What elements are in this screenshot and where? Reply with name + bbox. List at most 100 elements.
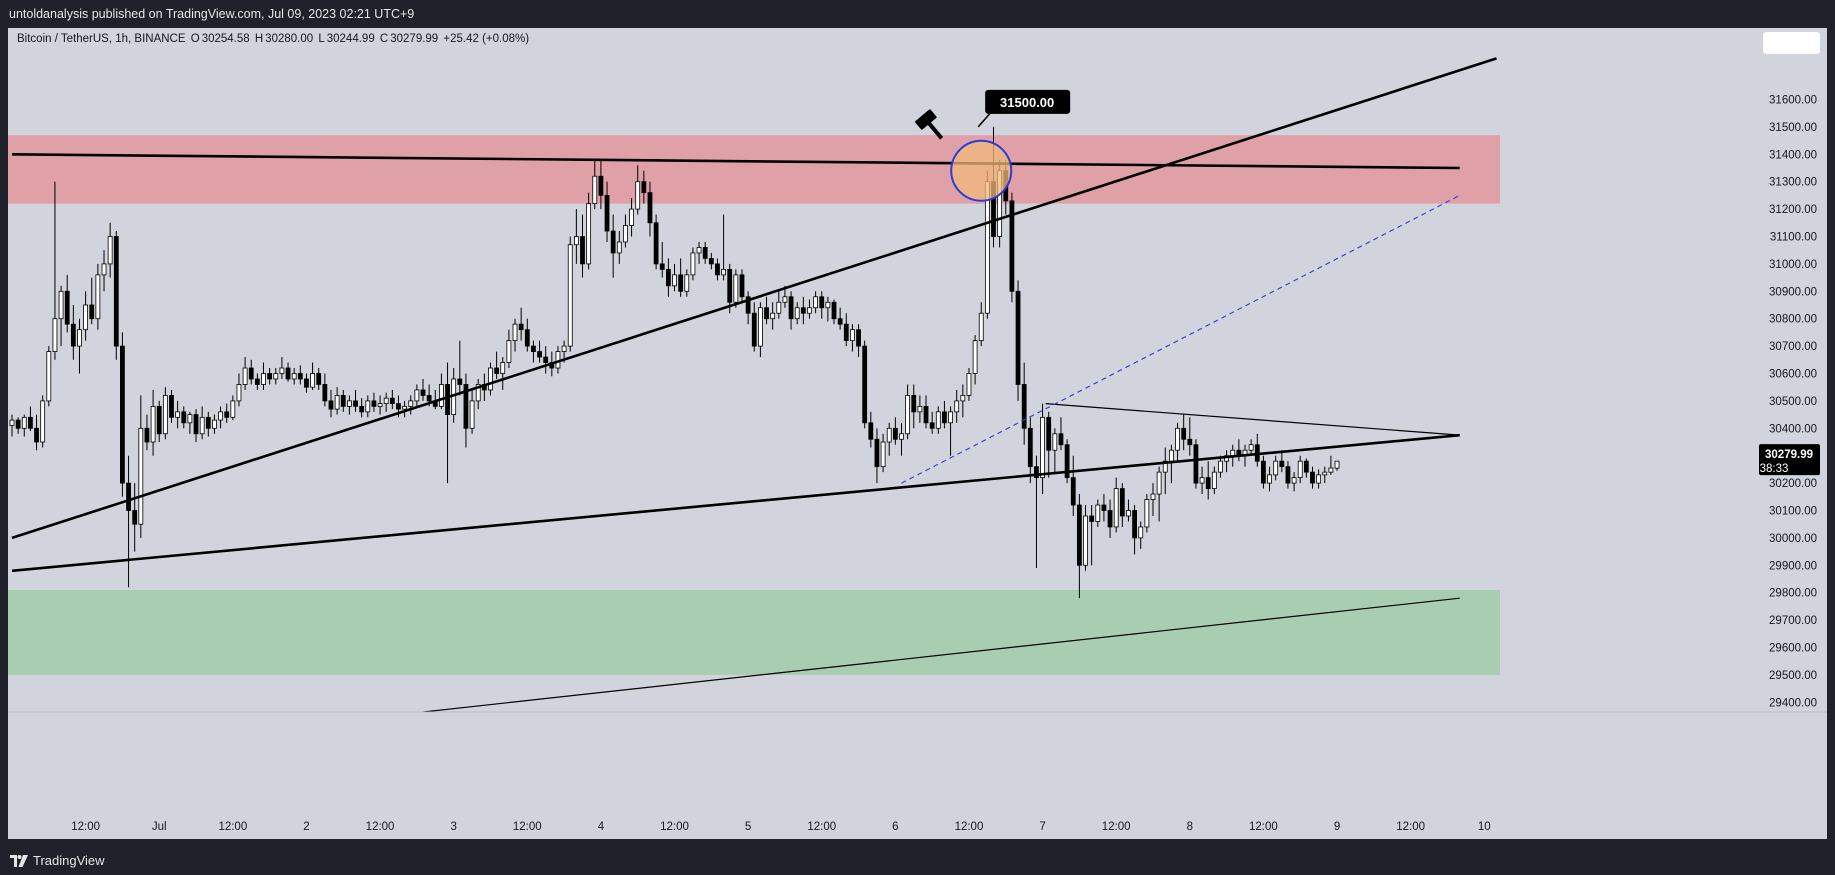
candle-up: [475, 384, 481, 402]
candle-down: [641, 181, 647, 194]
candle: [1181, 414, 1187, 451]
candle-down: [64, 290, 70, 325]
candle: [500, 357, 506, 390]
candle-down: [248, 367, 254, 380]
x-tick-label: 12:00: [660, 821, 689, 833]
candle: [150, 389, 156, 456]
candle-up: [107, 236, 113, 265]
candle-down: [340, 395, 346, 407]
candle: [715, 258, 720, 281]
candle: [156, 400, 162, 442]
y-tick-label: 30100.00: [1769, 506, 1817, 518]
candle: [512, 318, 518, 352]
candle: [34, 414, 39, 451]
candle: [1273, 455, 1279, 481]
candle-up: [807, 307, 812, 314]
callout-box: [985, 89, 1071, 114]
candle-up: [733, 274, 739, 303]
candle: [414, 384, 420, 407]
candle: [899, 422, 904, 456]
candle: [1089, 505, 1095, 566]
candle-up: [58, 290, 64, 320]
legend-open-label: O: [190, 33, 200, 45]
trendline-dashed: [901, 194, 1460, 484]
candle: [261, 362, 266, 390]
candle-up: [880, 441, 886, 468]
y-tick-label: 30600.00: [1769, 369, 1817, 381]
candle: [1175, 422, 1180, 462]
candle-up: [187, 414, 193, 424]
candle-down: [445, 384, 450, 415]
x-tick-label: 12:00: [1396, 821, 1425, 833]
candle-up: [1211, 471, 1217, 489]
candle-up: [46, 351, 52, 402]
candle: [960, 384, 966, 418]
candle: [911, 384, 917, 429]
candle-down: [659, 263, 665, 270]
candle: [610, 214, 616, 278]
footer-brand: TradingView: [33, 853, 105, 868]
candle: [573, 209, 579, 264]
candle: [297, 365, 303, 385]
candle-up: [488, 367, 493, 391]
candle-down: [1261, 460, 1266, 484]
candle-up: [1230, 449, 1236, 457]
candle: [616, 231, 622, 264]
trendline-thick: [11, 57, 1497, 540]
candle: [659, 241, 665, 278]
candle-up: [1218, 460, 1223, 473]
candle-up: [138, 427, 144, 525]
x-tick-label: 5: [745, 821, 751, 833]
y-tick-label: 31300.00: [1769, 177, 1817, 189]
y-tick-label: 30000.00: [1769, 533, 1817, 545]
chart-settings-box[interactable]: [1763, 32, 1820, 54]
candle: [475, 378, 481, 410]
candle-up: [954, 400, 960, 413]
candle: [1224, 450, 1230, 473]
candle-up: [242, 367, 248, 385]
candle: [70, 305, 76, 360]
candle-up: [672, 274, 677, 287]
candle: [580, 214, 585, 278]
candle-down: [580, 236, 585, 265]
candle: [862, 340, 868, 429]
y-tick-label: 30200.00: [1769, 478, 1817, 490]
candle: [1291, 472, 1297, 492]
candle-down: [518, 323, 524, 331]
legend-close-label: C: [379, 33, 389, 45]
candle: [402, 400, 408, 418]
candle-down: [837, 318, 843, 325]
candle: [1052, 428, 1058, 473]
candle: [751, 302, 757, 352]
candle-down: [328, 400, 334, 410]
candle-up: [402, 405, 408, 410]
candle-down: [1070, 477, 1076, 506]
current-price-value: 30279.99: [1765, 449, 1813, 461]
candle: [776, 291, 782, 319]
candle: [1076, 494, 1082, 599]
candle: [285, 362, 291, 382]
candle-up: [567, 244, 573, 347]
publisher-text: untoldanalysis published on TradingView.…: [9, 7, 415, 21]
candle-up: [1156, 471, 1162, 495]
y-tick-label: 31000.00: [1769, 259, 1817, 271]
tradingview-logo[interactable]: TradingView: [10, 846, 105, 875]
legend-low: 30244.99: [326, 33, 375, 45]
candle-down: [727, 268, 733, 303]
candle: [340, 389, 346, 412]
candle-down: [543, 356, 549, 363]
candle: [917, 395, 923, 423]
candle: [58, 285, 64, 347]
candle-down: [764, 307, 769, 320]
candle: [1101, 494, 1107, 522]
candle-down: [426, 395, 432, 402]
candle: [819, 291, 825, 319]
x-tick-label: 12:00: [218, 821, 247, 833]
legend-high-label: H: [254, 33, 264, 45]
candle: [95, 263, 101, 330]
candle: [764, 296, 769, 325]
candle: [322, 373, 328, 407]
candle: [1132, 505, 1137, 555]
callout-label: 31500.00: [1000, 95, 1054, 110]
